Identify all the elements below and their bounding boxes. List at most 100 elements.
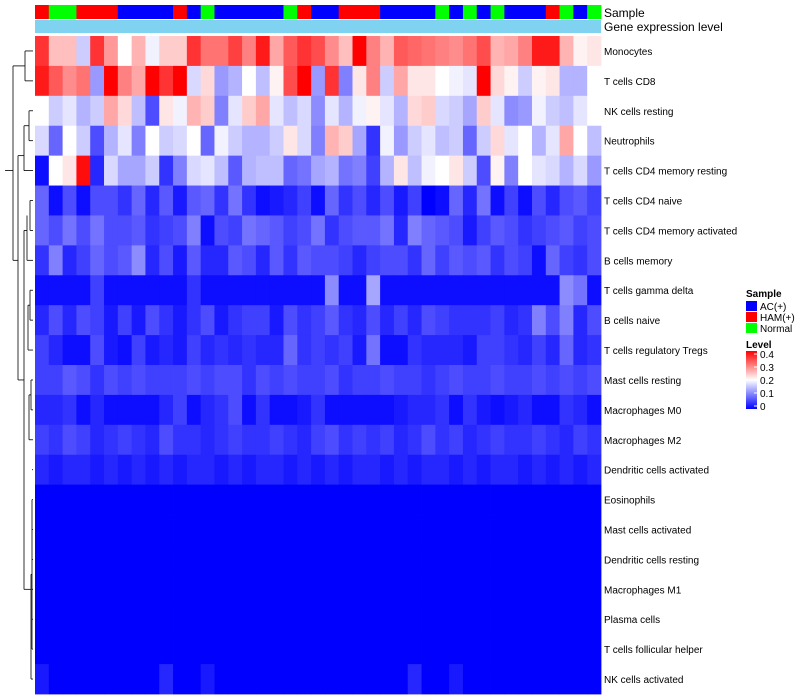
heatmap-cell [283,394,298,426]
heatmap-cell [283,95,298,127]
heatmap-cell [559,424,574,456]
heatmap-cell [159,275,174,306]
heatmap-cell [352,664,367,695]
heatmap-cell [531,454,547,486]
heatmap-cell [269,634,284,665]
sample-annotation-cell [421,5,436,19]
heatmap-cell [352,155,367,186]
row-label: Plasma cells [604,615,660,626]
heatmap-cell [131,155,146,186]
heatmap-cell [407,245,422,276]
heatmap-cell [421,365,436,396]
heatmap-cell [366,275,381,306]
row-label: T cells regulatory Tregs [604,346,708,357]
heatmap-cell [462,544,478,575]
heatmap-cell [297,664,312,695]
heatmap-cell [186,454,202,486]
heatmap-cell [573,245,588,276]
heatmap-cell [90,95,105,127]
heatmap-cell [476,65,491,97]
heatmap-cell [117,514,133,545]
heatmap-cell [366,125,381,157]
heatmap-cell [297,394,312,426]
heatmap-cell [338,155,353,186]
heatmap-cell [545,335,560,366]
sample-annotation-cell [490,5,505,19]
heatmap-cell [48,365,64,396]
heatmap-cell [380,185,395,216]
heatmap-cell [90,305,105,336]
heatmap-cell [35,36,50,67]
heatmap-cell [131,424,146,456]
gene-expression-annotation-bar [35,20,601,33]
row-label: Dendritic cells activated [604,466,709,477]
heatmap-cell [462,484,478,515]
heatmap-cell [269,514,284,545]
heatmap-cell [504,424,519,456]
heatmap-cell [421,424,436,456]
heatmap-cell [228,65,243,97]
sample-legend-swatch [746,323,757,333]
heatmap-cell [559,95,574,127]
heatmap-cell [200,215,215,246]
heatmap-cell [76,454,91,486]
heatmap-cell [173,365,188,396]
heatmap-cell [214,185,229,216]
sample-annotation-cell [476,5,491,19]
heatmap-cell [159,95,174,127]
heatmap-cell [559,454,574,486]
heatmap-cell [338,365,353,396]
heatmap-cell [297,215,312,246]
heatmap-cell [490,574,505,605]
heatmap-cell [214,305,229,336]
heatmap-cell [269,185,284,216]
heatmap-cell [449,155,464,186]
heatmap-cell [380,424,395,456]
heatmap-cell [531,664,547,695]
heatmap-cell [311,305,326,336]
sample-annotation-bar [35,5,602,19]
heatmap-cell [311,36,326,67]
heatmap-cell [145,574,160,605]
heatmap-cell [518,65,533,97]
sample-annotation-cell [462,5,478,19]
heatmap-cell [587,335,602,366]
heatmap-cell [324,664,340,695]
heatmap-cell [435,305,450,336]
heatmap-cell [90,215,105,246]
level-legend-tick-label: 0.4 [760,350,774,361]
heatmap-cell [421,245,436,276]
heatmap-cell [366,185,381,216]
heatmap-cell [421,185,436,216]
sample-annotation-cell [117,5,133,19]
sample-annotation-cell [338,5,353,19]
heatmap-cell [173,514,188,545]
heatmap-cell [338,185,353,216]
heatmap-cell [476,544,491,575]
heatmap-cell [435,514,450,545]
heatmap-cell [366,365,381,396]
heatmap-cell [186,215,202,246]
heatmap-cell [545,36,560,67]
heatmap-cell [283,484,298,515]
heatmap-cell [490,36,505,67]
heatmap-cell [573,604,588,635]
heatmap-cell [421,215,436,246]
heatmap-cell [269,125,284,157]
heatmap-cell [297,275,312,306]
heatmap-cell [200,604,215,635]
heatmap-cell [476,394,491,426]
heatmap-cell [173,574,188,605]
heatmap-cell [159,454,174,486]
heatmap-cell [186,335,202,366]
heatmap-cell [393,65,409,97]
heatmap-cell [587,604,602,635]
heatmap-cell [90,574,105,605]
heatmap-cell [338,95,353,127]
heatmap-cell [545,155,560,186]
heatmap-cell [228,544,243,575]
heatmap-cell [338,544,353,575]
heatmap-cell [449,335,464,366]
heatmap-cell [504,514,519,545]
heatmap-cell [200,155,215,186]
